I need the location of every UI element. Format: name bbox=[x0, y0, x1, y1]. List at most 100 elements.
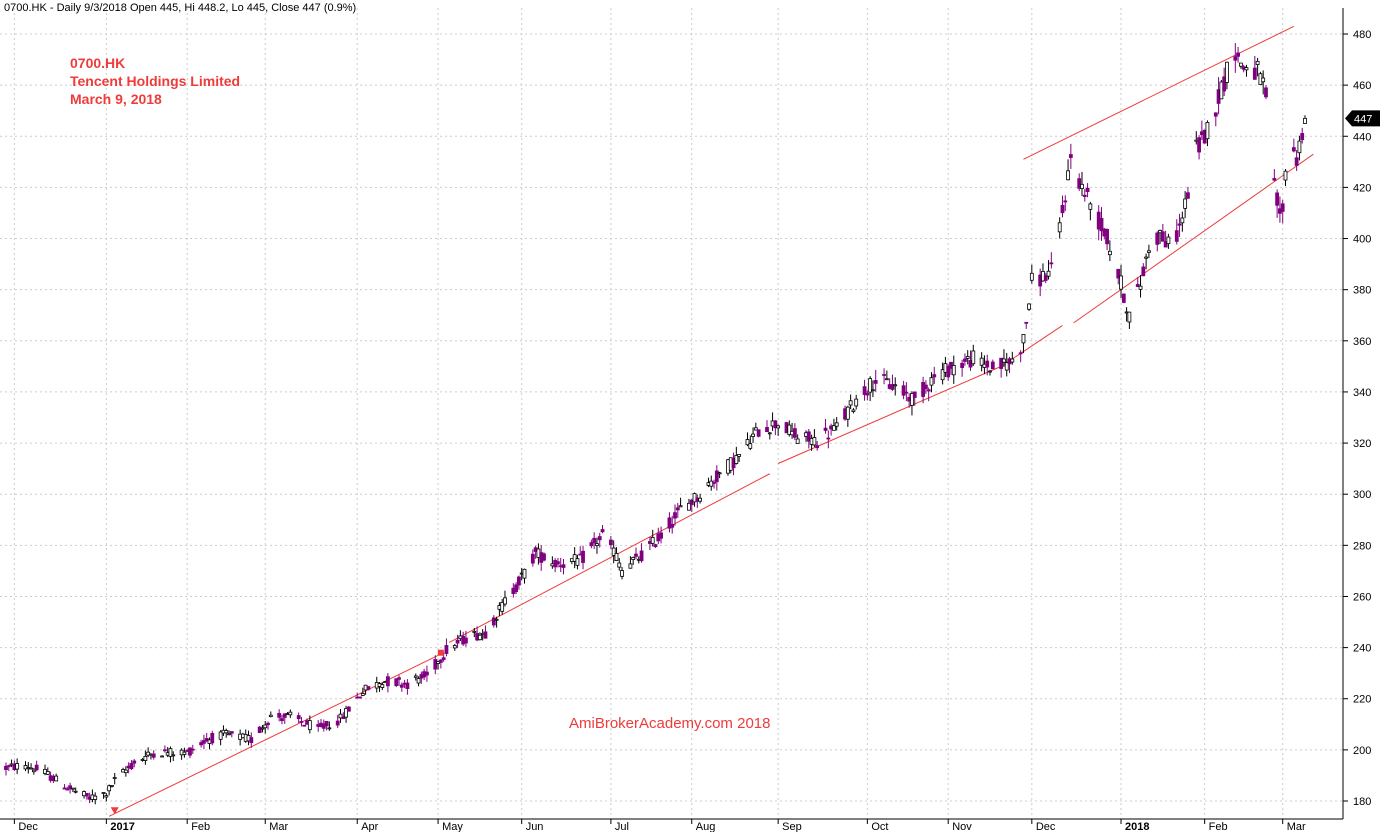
candle-body bbox=[1272, 178, 1277, 181]
candle bbox=[776, 424, 781, 436]
candle-body bbox=[1233, 56, 1238, 61]
candle bbox=[765, 420, 769, 433]
candle-body bbox=[912, 391, 917, 398]
candle-body bbox=[634, 553, 638, 557]
candle-body bbox=[397, 677, 401, 680]
candle-body bbox=[263, 724, 268, 729]
candle bbox=[826, 430, 831, 449]
candle-body bbox=[1222, 76, 1227, 92]
candle bbox=[31, 767, 36, 775]
candle-body bbox=[68, 785, 73, 790]
candle bbox=[748, 435, 753, 451]
candle bbox=[737, 454, 742, 463]
candle bbox=[517, 575, 521, 590]
annotation-date: March 9, 2018 bbox=[70, 91, 162, 107]
candle-body bbox=[268, 714, 273, 718]
candle-body bbox=[1225, 61, 1229, 83]
candle-body bbox=[1238, 62, 1243, 67]
candle-body bbox=[151, 753, 156, 758]
candle bbox=[1010, 351, 1015, 365]
candle bbox=[893, 377, 898, 396]
candle bbox=[712, 479, 716, 489]
candle bbox=[104, 793, 109, 802]
candle-body bbox=[946, 366, 951, 378]
candle bbox=[280, 714, 284, 725]
candle bbox=[689, 499, 694, 513]
candle-body bbox=[483, 631, 488, 639]
candle-body bbox=[1077, 178, 1082, 189]
candle bbox=[190, 744, 195, 754]
candle bbox=[162, 745, 167, 753]
candle bbox=[1183, 191, 1188, 218]
y-tick-label: 320 bbox=[1353, 438, 1371, 450]
candle bbox=[595, 537, 599, 554]
candle bbox=[620, 566, 624, 580]
candle bbox=[882, 368, 886, 385]
candle-body bbox=[608, 539, 613, 546]
candle-body bbox=[1099, 217, 1104, 232]
candle-body bbox=[1264, 87, 1268, 98]
candle bbox=[751, 427, 755, 443]
candle bbox=[608, 536, 613, 549]
candle-body bbox=[1186, 192, 1190, 199]
candle bbox=[812, 429, 817, 447]
candle bbox=[1236, 46, 1240, 63]
candle bbox=[971, 344, 976, 366]
candle bbox=[151, 750, 156, 760]
watermark: AmiBrokerAcademy.com 2018 bbox=[569, 715, 770, 732]
candle-body bbox=[34, 764, 39, 771]
candle-body bbox=[923, 384, 928, 390]
candle bbox=[324, 720, 329, 731]
candle bbox=[1085, 183, 1090, 198]
candle bbox=[1068, 143, 1073, 170]
candle bbox=[503, 590, 507, 607]
candle bbox=[1082, 189, 1087, 202]
candle bbox=[865, 390, 870, 401]
candle-body bbox=[335, 720, 340, 726]
candle-body bbox=[104, 795, 109, 798]
candle-body bbox=[123, 769, 128, 774]
candle-body bbox=[971, 350, 976, 365]
buy-signal-marker bbox=[437, 649, 444, 656]
candle-body bbox=[1004, 362, 1009, 371]
candle-body bbox=[500, 602, 505, 612]
candle-body bbox=[884, 378, 889, 381]
candle-body bbox=[477, 634, 482, 641]
candle-body bbox=[190, 748, 195, 751]
candle bbox=[1077, 173, 1082, 191]
candle bbox=[338, 709, 343, 723]
candle-body bbox=[832, 425, 836, 431]
candle-body bbox=[561, 564, 566, 568]
candle bbox=[734, 446, 739, 465]
candle-body bbox=[1105, 229, 1109, 245]
last-price-label: 447 bbox=[1354, 113, 1372, 125]
candle-body bbox=[787, 424, 792, 436]
trendline bbox=[1073, 153, 1314, 324]
candle bbox=[628, 556, 633, 569]
candle-body bbox=[670, 524, 675, 528]
candle-body bbox=[1297, 140, 1302, 154]
candle-body bbox=[698, 497, 703, 502]
candle-body bbox=[868, 378, 873, 393]
candle-body bbox=[865, 392, 870, 396]
candle bbox=[1046, 260, 1051, 280]
candle bbox=[1155, 231, 1160, 252]
candle bbox=[988, 369, 992, 376]
candle-body bbox=[767, 432, 772, 435]
candle bbox=[327, 721, 332, 731]
x-tick-label: 2017 bbox=[110, 821, 134, 832]
candle-body bbox=[1046, 270, 1051, 277]
candle-body bbox=[112, 777, 117, 780]
candle-body bbox=[1080, 183, 1084, 189]
candle bbox=[4, 762, 8, 776]
candle-body bbox=[1261, 77, 1266, 83]
candle bbox=[1283, 169, 1288, 187]
candle bbox=[1043, 272, 1048, 284]
candle bbox=[1127, 311, 1132, 329]
candle bbox=[530, 549, 535, 567]
candle bbox=[514, 582, 519, 595]
candle bbox=[335, 715, 340, 728]
candle bbox=[45, 767, 50, 776]
candle bbox=[1275, 189, 1280, 218]
y-tick-label: 260 bbox=[1353, 591, 1371, 603]
